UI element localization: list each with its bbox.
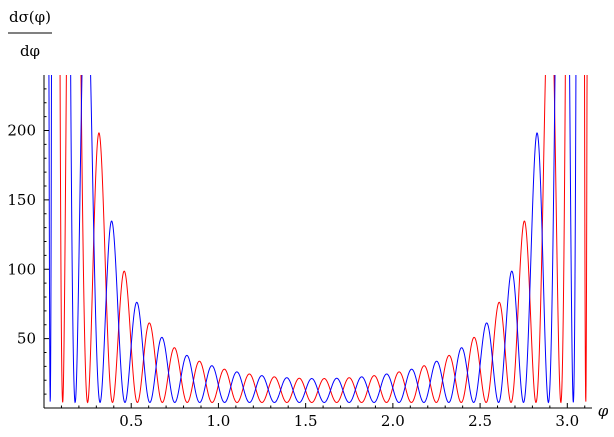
y-tick-label: 100 [7, 260, 36, 278]
y-ticks: 50 100 150 200 [7, 88, 49, 395]
x-axis-label: φ [598, 402, 609, 420]
y-axis-label-numerator: dσ(φ) [9, 8, 51, 26]
x-tick-label: 2.5 [468, 412, 492, 430]
x-tick-label: 0.5 [119, 412, 143, 430]
y-tick-label: 50 [17, 330, 36, 348]
x-tick-label: 3.0 [555, 412, 579, 430]
x-ticks: 0.5 1.0 1.5 2.0 2.5 3.0 [60, 403, 586, 430]
y-axis-label-denominator: dφ [20, 42, 40, 60]
y-tick-label: 150 [7, 191, 36, 209]
x-tick-label: 1.0 [207, 412, 231, 430]
blue-series-line [48, 75, 577, 404]
y-tick-label: 200 [7, 122, 36, 140]
x-tick-label: 2.0 [381, 412, 405, 430]
red-series-line [59, 75, 588, 404]
x-tick-label: 1.5 [294, 412, 318, 430]
plot-lines [48, 75, 588, 404]
